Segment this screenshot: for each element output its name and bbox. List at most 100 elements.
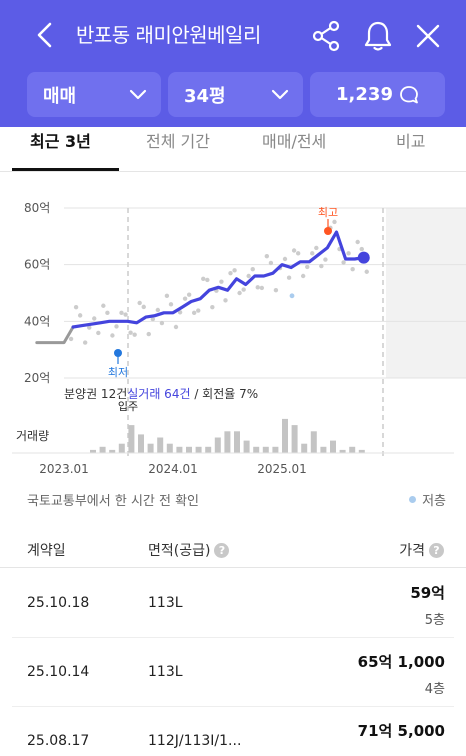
tab-sale-jeonse[interactable]: 매매/전세 [262,132,327,151]
low-floor-dot [409,496,417,503]
transaction-dot [259,285,265,291]
transaction-dot [332,219,337,225]
chevron-down-icon [271,89,289,99]
col-contract-date: 계약일 [27,540,66,560]
actual-count: 실거래 64건 [127,387,190,401]
transaction-dot [241,287,246,292]
volume-bar [99,446,106,453]
transaction-dot [295,251,301,256]
transaction-dot [186,292,192,297]
tab-recent-3y[interactable]: 최근 3년 [30,132,91,151]
row-area: 113L [148,664,183,680]
help-icon[interactable]: ? [214,542,230,558]
size-select[interactable]: 34평 [168,72,303,117]
col-area: 면적(공급) ? [148,540,230,560]
volume-bar [320,446,327,453]
volume-bar [310,431,317,453]
transaction-dot [96,330,101,336]
transaction-dot [228,270,233,276]
row-price: 71억 5,000 [357,722,445,740]
transaction-dot [205,277,210,283]
transaction-dot [268,260,274,266]
transaction-dot [323,257,328,262]
source-note: 국토교통부에서 한 시간 전 확인 [27,494,200,509]
share-button[interactable] [312,20,342,52]
transaction-dot [250,267,255,272]
volume-bar [214,437,221,453]
transaction-dot [210,304,215,310]
volume-bar [339,449,346,453]
table-row[interactable]: 25.08.17 112J/113I/1... 71억 5,000 [12,708,454,756]
volume-bar [234,431,240,453]
transaction-dot [128,330,133,335]
transaction-dot [177,310,183,315]
tab-all-period[interactable]: 전체 기간 [146,132,210,151]
volume-bar [90,449,96,453]
volume-bar [330,440,336,453]
share-icon [312,20,340,52]
presale-count: 분양권 12건 [64,387,127,401]
price-chart[interactable]: 80억 60억 40억 20억 최고 최저 입주 분양권 12건실거래 64건 / 회… [0,172,466,482]
close-icon [416,24,440,48]
volume-bar [358,449,365,453]
transaction-dot [286,275,292,280]
transaction-dot [82,340,88,345]
table-row[interactable]: 25.10.18 113L 59억 5층 [12,570,454,638]
row-area: 112J/113I/1... [148,733,242,749]
x-tick-label: 2025.01 [257,462,307,476]
volume-bar [224,431,231,453]
transaction-dot [359,246,364,252]
tab-compare[interactable]: 비교 [396,132,426,151]
table-row[interactable]: 25.10.14 113L 65억 1,000 4층 [12,639,454,707]
transaction-dot [273,287,279,293]
back-button[interactable] [30,20,60,50]
row-date: 25.10.18 [27,595,90,611]
col-price-label: 가격 [399,543,425,559]
transaction-dot [219,279,224,284]
transaction-dot [73,304,79,310]
notification-button[interactable] [362,20,394,52]
y-tick-label: 80억 [24,201,50,215]
transaction-dot [155,307,161,313]
volume-bar [262,446,269,453]
volume-label: 거래량 [16,429,49,443]
transaction-dot [310,251,315,256]
transaction-dot [68,336,74,342]
help-icon[interactable]: ? [429,542,444,558]
min-price-label: 최저 [108,366,128,379]
x-axis-labels: 2023.01 2024.01 2025.01 [39,462,307,476]
col-area-label: 면적(공급) [148,543,211,559]
volume-bar [128,425,135,453]
chat-bubble-icon [400,85,418,103]
volume-bar [349,446,356,453]
table-header: 계약일 면적(공급) ? 가격 ? [0,530,466,568]
transaction-dot [182,296,188,301]
volume-bar [282,418,288,453]
transaction-dot [164,293,170,299]
transaction-dot [114,324,119,329]
transaction-dot [173,324,179,330]
comments-button[interactable]: 1,239 [310,72,445,117]
transaction-dot [346,251,351,256]
volume-bar [243,440,250,453]
volume-bar [205,446,212,453]
row-floor: 5층 [424,613,445,628]
row-floor: 4층 [424,682,445,697]
deal-type-select[interactable]: 매매 [27,72,161,117]
move-in-label: 입주 [118,400,138,413]
y-tick-label: 40억 [24,314,50,328]
header: 반포동 래미안원베일리 매매 34평 [0,0,466,127]
volume-bar [195,446,202,453]
close-button[interactable] [414,22,442,50]
volume-bar [118,443,125,453]
volume-bar [138,434,144,453]
transaction-dot [237,290,242,296]
volume-bar [176,446,183,453]
active-tab-indicator [12,168,119,171]
transaction-dot [159,320,165,326]
max-price-dot [324,227,332,235]
transaction-dot [110,333,115,338]
deal-type-value: 매매 [43,85,77,107]
period-tabs: 최근 3년 전체 기간 매매/전세 비교 [0,127,466,172]
chevron-down-icon [129,89,147,99]
